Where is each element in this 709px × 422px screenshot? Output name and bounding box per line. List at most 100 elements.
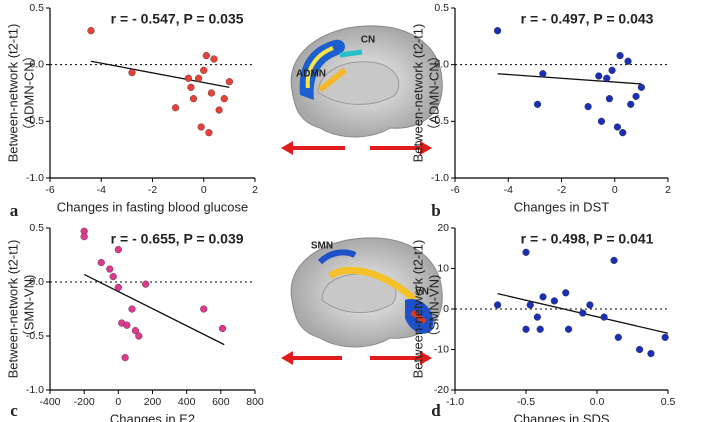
x-tick-label: 0 xyxy=(115,396,121,408)
y-tick-label: 20 xyxy=(437,222,449,234)
point xyxy=(586,301,594,309)
x-tick-label: -6 xyxy=(45,184,54,196)
y-axis-label: Between-network (t2-t1) xyxy=(410,240,425,379)
point xyxy=(184,74,192,82)
point xyxy=(106,265,114,273)
point xyxy=(539,293,547,301)
point xyxy=(647,349,655,358)
x-axis-label: Changes in E2 xyxy=(110,411,195,422)
y-tick-label: -0.5 xyxy=(26,330,44,342)
point xyxy=(142,280,150,288)
y-tick-label: -0.5 xyxy=(26,115,44,127)
y-axis-label: Between-network (t2-t1) xyxy=(5,24,20,163)
x-tick-label: -2 xyxy=(148,184,157,196)
x-tick-label: -400 xyxy=(39,396,60,408)
panel-label: b xyxy=(431,201,440,220)
x-tick-label: -2 xyxy=(557,184,566,196)
point xyxy=(632,92,640,101)
y-tick-label: 0.0 xyxy=(434,58,449,70)
point xyxy=(109,273,117,281)
point xyxy=(200,66,208,74)
point xyxy=(635,345,644,354)
brain-label: CN xyxy=(361,35,375,46)
point xyxy=(605,95,614,103)
panel-label: d xyxy=(431,401,441,420)
x-tick-label: 600 xyxy=(212,396,230,408)
x-tick-label: 0.0 xyxy=(590,396,605,408)
point xyxy=(494,301,502,309)
x-tick-label: 0 xyxy=(612,184,618,196)
y-axis-label: （SMN-VN) xyxy=(426,275,441,344)
annotation: r = - 0.547, P = 0.035 xyxy=(111,11,244,27)
fit-line xyxy=(497,73,642,85)
point xyxy=(207,89,216,97)
annotation: r = - 0.655, P = 0.039 xyxy=(111,231,244,247)
y-axis-label: Between-network (t2-t1) xyxy=(5,240,20,379)
x-tick-label: -4 xyxy=(97,184,106,196)
y-tick-label: -0.5 xyxy=(431,115,449,127)
point xyxy=(539,70,547,78)
point xyxy=(135,332,143,340)
x-tick-label: -6 xyxy=(450,184,459,196)
point xyxy=(526,301,534,309)
annotation: r = - 0.497, P = 0.043 xyxy=(521,11,654,27)
y-tick-label: -20 xyxy=(434,384,449,396)
point xyxy=(197,123,205,131)
point xyxy=(195,74,203,82)
point xyxy=(128,68,136,77)
point xyxy=(603,74,611,82)
point xyxy=(121,354,129,362)
x-tick-label: -0.5 xyxy=(517,396,535,408)
panel-label: a xyxy=(10,201,19,220)
y-axis-label: Between-network (t2-t1) xyxy=(410,24,425,163)
fit-line xyxy=(90,60,230,88)
x-axis-label: Changes in DST xyxy=(514,199,609,214)
y-tick-label: 0 xyxy=(443,303,449,315)
point xyxy=(215,106,223,114)
x-tick-label: 2 xyxy=(665,184,671,196)
y-axis-label: （SMN-VN) xyxy=(21,275,36,344)
point xyxy=(595,72,603,80)
y-tick-label: -10 xyxy=(434,343,449,355)
point xyxy=(494,27,502,35)
x-axis-label: Changes in SDS xyxy=(513,411,609,422)
point xyxy=(584,102,592,111)
point xyxy=(616,51,624,60)
point xyxy=(80,233,88,241)
point xyxy=(189,95,198,103)
y-axis-label: （ADMN-CN） xyxy=(21,49,36,136)
point xyxy=(97,258,105,267)
point xyxy=(220,95,228,103)
point xyxy=(579,309,587,317)
point xyxy=(613,123,622,131)
y-tick-label: -1.0 xyxy=(26,384,44,396)
point xyxy=(522,325,530,333)
arrows-top xyxy=(281,141,432,155)
point xyxy=(522,248,530,256)
point xyxy=(562,289,570,297)
y-tick-label: 0.5 xyxy=(29,222,44,234)
y-tick-label: -1.0 xyxy=(26,172,44,184)
point xyxy=(597,117,606,125)
y-tick-label: 0.5 xyxy=(434,2,449,14)
x-tick-label: 800 xyxy=(246,396,264,408)
x-tick-label: 0 xyxy=(201,184,207,196)
panel-label: c xyxy=(10,401,18,420)
x-tick-label: -1.0 xyxy=(446,396,464,408)
brain-image-bottom xyxy=(290,237,443,348)
point xyxy=(187,83,195,91)
x-tick-label: 400 xyxy=(178,396,196,408)
point xyxy=(171,104,180,112)
point xyxy=(114,246,122,254)
point xyxy=(637,83,645,91)
point xyxy=(210,55,218,63)
point xyxy=(624,57,632,65)
y-tick-label: -1.0 xyxy=(431,172,449,184)
brain-label: VN xyxy=(415,287,429,298)
brain-label: SMN xyxy=(311,241,333,252)
arrows-bottom xyxy=(281,351,432,365)
point xyxy=(610,256,618,265)
x-tick-label: -4 xyxy=(504,184,513,196)
point xyxy=(536,325,544,333)
